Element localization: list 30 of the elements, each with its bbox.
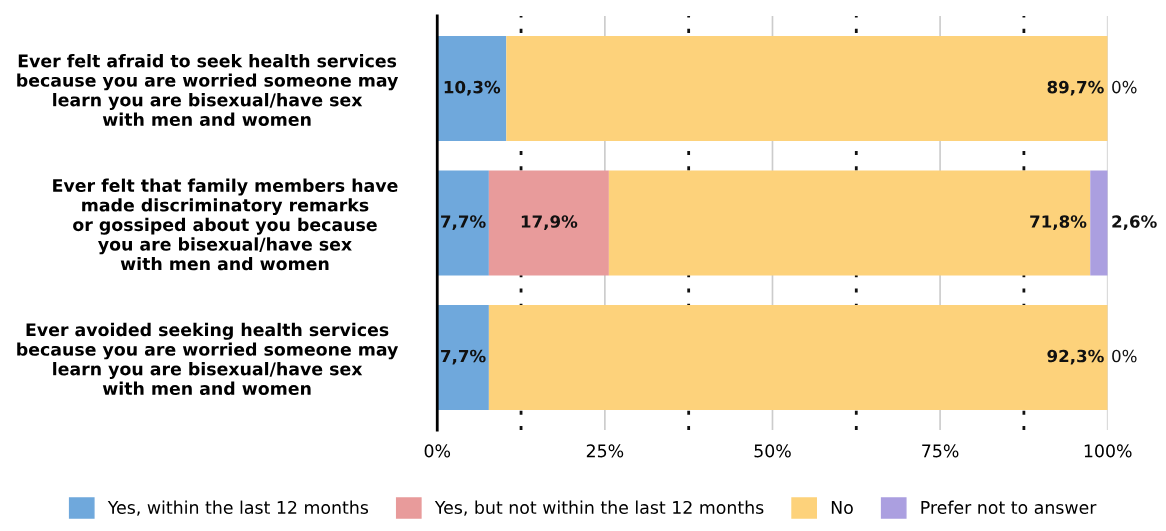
data-label: 10,3%: [444, 80, 501, 96]
bar: [437, 36, 507, 141]
x-tick-label: 100%: [1084, 444, 1132, 458]
x-tick-label: 75%: [922, 444, 959, 458]
bar: [608, 170, 1091, 276]
bar: [488, 305, 1108, 410]
bar: [488, 170, 609, 276]
bar: [1090, 170, 1108, 276]
legend-label: Prefer not to answer: [921, 500, 1097, 515]
y-tick-label: Ever avoided seeking health services because you are worried someone may learn you are bisexual/have sex with men and women: [17, 322, 399, 396]
data-label: 2,6%: [1112, 215, 1157, 230]
data-label: 89,7%: [1047, 80, 1104, 96]
data-label: 92,3%: [1047, 349, 1104, 365]
data-label: 7,7%: [441, 349, 486, 365]
data-label: 7,7%: [441, 215, 486, 230]
bar: [506, 36, 1108, 141]
data-label: 17,9%: [521, 215, 578, 230]
legend-label: No: [831, 501, 853, 515]
data-label: 0%: [1112, 349, 1137, 363]
y-tick-label: Ever felt afraid to seek health services because you are worried someone may learn you are bisexual/have sex with men and women: [17, 53, 399, 126]
x-tick-label: 25%: [586, 444, 624, 458]
data-label: 0%: [1112, 80, 1137, 94]
legend-label: Yes, within the last 12 months: [107, 500, 369, 516]
x-tick-label: 50%: [754, 444, 791, 458]
data-label: 71,8%: [1030, 215, 1087, 230]
legend-label: Yes, but not within the last 12 months: [434, 500, 764, 516]
bar: [437, 170, 489, 276]
y-tick-label: Ever felt that family members have made discriminatory remarks or gossiped about you because you are bisexual/have sex with men and women: [53, 178, 398, 271]
bar: [437, 305, 489, 410]
x-tick-label: 0%: [424, 444, 451, 458]
